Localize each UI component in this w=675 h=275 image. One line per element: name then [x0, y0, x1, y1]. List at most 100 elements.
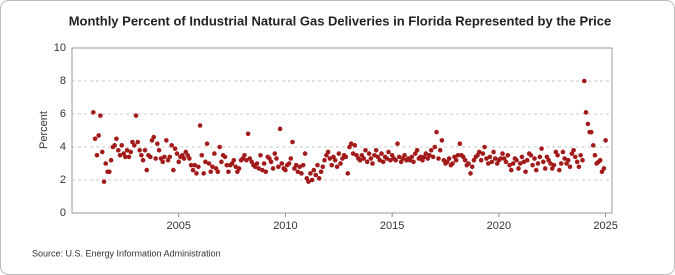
- data-point: [469, 164, 475, 170]
- data-point: [194, 171, 199, 176]
- data-point: [274, 156, 279, 161]
- data-point: [427, 152, 432, 158]
- x-tick-label: 2020: [487, 220, 511, 232]
- data-point: [103, 161, 109, 166]
- data-point: [551, 162, 557, 168]
- data-point: [222, 154, 228, 160]
- y-tick-label: 10: [54, 42, 66, 54]
- data-point: [283, 167, 288, 173]
- data-point: [542, 166, 548, 171]
- data-point: [450, 161, 455, 166]
- data-point: [144, 167, 150, 173]
- data-point: [172, 146, 178, 151]
- data-point: [167, 154, 173, 160]
- data-point: [487, 154, 493, 160]
- data-point: [233, 164, 239, 170]
- data-point: [162, 154, 167, 160]
- data-point: [325, 149, 331, 155]
- data-point: [386, 149, 391, 155]
- data-point: [151, 134, 157, 140]
- data-point: [373, 148, 379, 153]
- data-point: [242, 152, 247, 158]
- data-point: [601, 166, 607, 171]
- data-point: [148, 154, 153, 160]
- data-point: [226, 169, 231, 175]
- data-point: [357, 157, 363, 163]
- data-point: [256, 166, 262, 171]
- data-point: [395, 141, 400, 146]
- data-point: [258, 152, 263, 158]
- y-tick-label: 2: [60, 174, 66, 186]
- data-point: [308, 171, 313, 176]
- data-point: [153, 156, 158, 161]
- data-point: [352, 143, 358, 148]
- data-point: [592, 152, 598, 158]
- data-point: [96, 133, 101, 138]
- data-point: [366, 151, 372, 156]
- data-point: [571, 148, 576, 153]
- data-point: [363, 148, 368, 153]
- data-point: [254, 161, 260, 166]
- data-point: [517, 161, 523, 166]
- data-point: [297, 164, 303, 170]
- y-tick-label: 0: [60, 207, 66, 219]
- data-point: [332, 157, 338, 163]
- data-point: [133, 113, 139, 118]
- data-point: [558, 161, 564, 166]
- data-point: [219, 159, 224, 165]
- data-point: [311, 167, 317, 173]
- data-point: [432, 144, 438, 150]
- data-point: [437, 148, 443, 153]
- data-point: [201, 171, 206, 176]
- data-point: [279, 161, 285, 166]
- data-point: [318, 169, 324, 175]
- data-point: [507, 162, 512, 168]
- y-tick-label: 4: [60, 141, 66, 153]
- data-point: [434, 129, 439, 135]
- data-point: [272, 151, 278, 156]
- data-point: [290, 139, 295, 145]
- data-point: [393, 157, 399, 163]
- data-point: [286, 161, 292, 166]
- data-point: [537, 154, 543, 160]
- data-point: [379, 151, 384, 156]
- data-point: [576, 164, 582, 170]
- data-point: [306, 179, 311, 184]
- chart-title: Monthly Percent of Industrial Natural Ga…: [69, 13, 612, 28]
- data-point: [212, 151, 217, 156]
- data-point: [164, 138, 169, 143]
- x-tick-label: 2025: [593, 220, 617, 232]
- y-axis-label: Percent: [38, 111, 50, 149]
- data-point: [466, 161, 471, 166]
- data-point: [603, 138, 608, 143]
- data-point: [231, 157, 237, 163]
- data-point: [565, 157, 571, 163]
- data-point: [574, 159, 580, 165]
- data-point: [482, 144, 487, 150]
- data-point: [92, 136, 98, 142]
- data-point: [468, 171, 473, 176]
- data-point: [123, 154, 128, 160]
- data-point: [350, 151, 356, 156]
- data-point: [174, 151, 180, 156]
- data-point: [119, 143, 125, 148]
- data-point: [316, 176, 322, 181]
- data-point: [364, 159, 370, 165]
- data-point: [334, 164, 340, 170]
- source-note: Source: U.S. Energy Information Administ…: [32, 248, 221, 258]
- data-point: [396, 154, 402, 160]
- x-tick-label: 2010: [273, 220, 297, 232]
- data-point: [484, 156, 489, 161]
- data-point: [276, 164, 281, 170]
- data-point: [430, 154, 436, 160]
- data-point: [288, 156, 294, 161]
- data-point: [411, 159, 416, 165]
- data-point: [524, 157, 530, 163]
- data-point: [348, 141, 354, 146]
- data-point: [519, 154, 525, 160]
- data-point: [268, 159, 274, 165]
- y-tick-label: 6: [60, 108, 66, 120]
- data-point: [368, 156, 374, 161]
